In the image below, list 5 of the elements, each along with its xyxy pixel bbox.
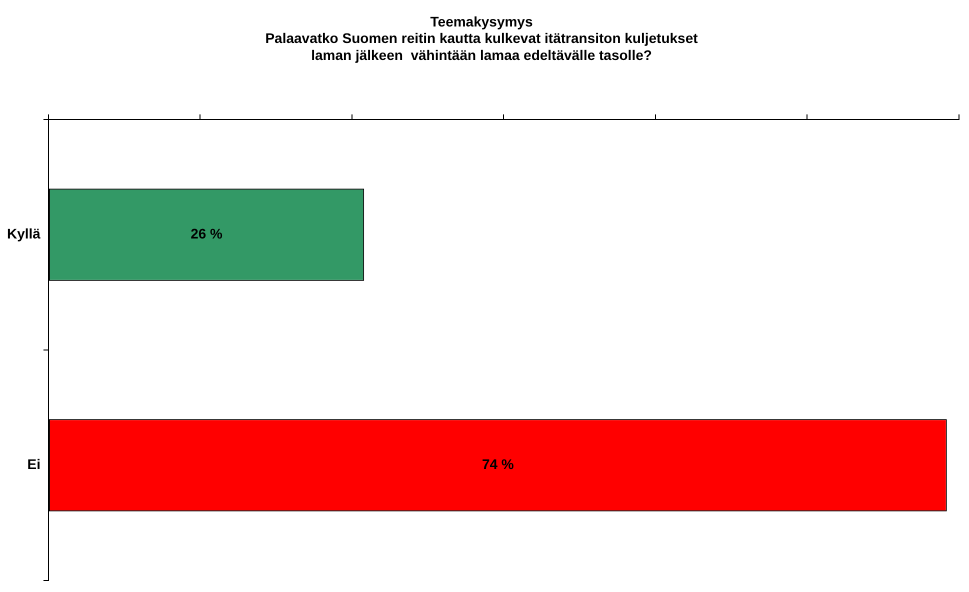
data-label: 74 %: [482, 456, 514, 472]
y-tick-label: Kyllä: [6, 226, 41, 242]
data-label: 26 %: [190, 226, 224, 242]
chart-title: Teemakysymys Palaavatko Suomen reitin kautta kulkevat itätransiton kuljetukset laman jälkeen vähintään lamaa edeltävälle tasolle?: [265, 13, 698, 63]
y-tick-label: Ei: [27, 456, 40, 472]
